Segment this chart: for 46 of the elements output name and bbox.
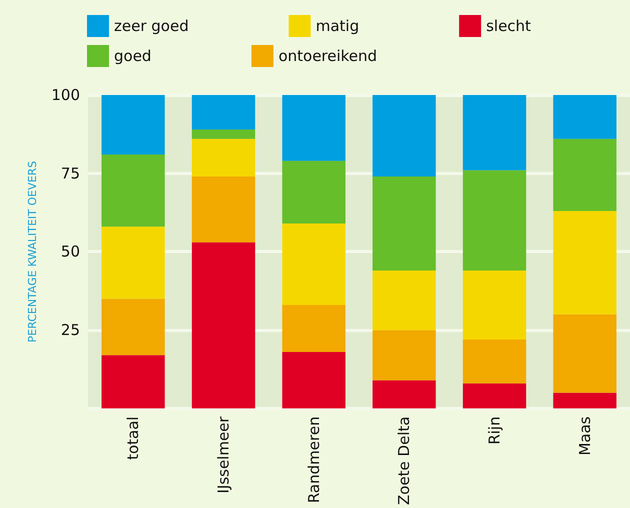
bar [102,355,165,408]
y-tick-label: 50 [60,242,80,261]
bar [553,392,616,408]
bar [192,242,256,408]
legend-label: slecht [486,17,532,35]
legend-label: zeer goed [114,17,189,35]
bar [462,95,526,170]
bar [282,95,346,161]
x-tick-label: Randmeren [304,416,323,504]
bar [553,95,616,139]
x-tick-label: Zoete Delta [395,416,414,506]
bar [282,304,346,352]
bar [102,95,165,155]
bar [192,176,256,242]
legend-label: ontoereikend [278,47,378,65]
x-tick-label: Maas [576,416,594,456]
bar [102,298,165,356]
bar [372,380,436,408]
y-tick-label: 100 [51,86,80,104]
bar [372,95,436,176]
x-tick-label: totaal [124,416,142,460]
bar [372,330,436,380]
bar [192,138,256,176]
bar [192,95,256,130]
bar [462,383,526,408]
bar [553,210,616,314]
bar [462,339,526,384]
x-tick-label: IJsselmeer [214,416,232,494]
bar [462,170,526,271]
x-tick-label: Rijn [486,416,504,445]
bar [462,270,526,340]
bar [192,129,256,139]
bar [553,138,616,211]
bar [553,314,616,393]
bar [282,160,346,224]
bar [282,352,346,408]
y-tick-label: 75 [60,164,80,182]
bar [102,226,165,299]
bar [102,154,165,227]
y-axis-title: PERCENTAGE KWALITEIT OEVERS [26,160,39,342]
y-tick-label: 25 [60,321,80,340]
bar [372,176,436,271]
bar [282,224,346,305]
legend-label: goed [114,47,152,65]
legend-label: matig [316,17,360,35]
bar [372,270,436,330]
